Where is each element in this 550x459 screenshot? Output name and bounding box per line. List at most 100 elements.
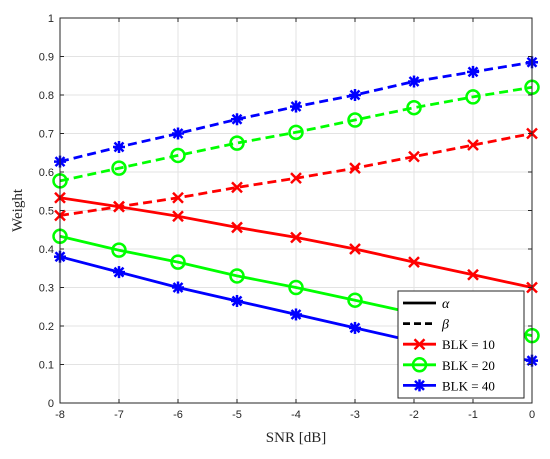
- asterisk-marker-stroke: [414, 380, 425, 391]
- y-tick-label: 0.3: [39, 283, 54, 295]
- data-point: [231, 113, 243, 126]
- asterisk-marker: [231, 294, 243, 307]
- x-marker: [172, 191, 184, 204]
- asterisk-marker: [113, 266, 125, 279]
- circle-marker: [111, 242, 127, 258]
- data-point: [172, 127, 184, 140]
- data-point: [347, 292, 363, 308]
- legend: αβ BLK = 10 BLK = 20 BLK = 40: [397, 290, 525, 399]
- data-point: [408, 256, 420, 268]
- x-tick-label: -6: [173, 409, 183, 421]
- axis-ticks: -8 -7 -6 -5 -4 -3 -2 -1 0 0 0.1 0.2 0.3 0.4 0.5 0.6 0.7 0…: [39, 13, 535, 421]
- x-marker-stroke: [231, 181, 243, 194]
- x-marker-stroke: [349, 243, 361, 255]
- asterisk-marker: [172, 127, 184, 140]
- asterisk-marker: [413, 379, 426, 392]
- data-point: [113, 266, 125, 279]
- x-marker-stroke: [467, 268, 479, 281]
- data-point: [172, 191, 184, 204]
- x-marker-stroke: [408, 150, 420, 163]
- y-tick-label: 0: [48, 398, 54, 410]
- x-marker-stroke: [349, 162, 361, 175]
- x-marker-stroke: [290, 231, 302, 244]
- data-point: [111, 160, 127, 176]
- legend-entry: α: [403, 297, 450, 312]
- legend-entry: BLK = 10: [403, 337, 495, 352]
- x-tick-label: -1: [468, 409, 478, 421]
- x-marker-stroke: [113, 200, 125, 213]
- legend-label: BLK = 10: [442, 337, 495, 352]
- x-marker-stroke: [172, 191, 184, 204]
- data-point: [467, 268, 479, 281]
- data-point: [288, 279, 304, 296]
- x-marker: [467, 268, 479, 281]
- series-line: [59, 85, 533, 183]
- asterisk-marker-stroke: [172, 282, 184, 293]
- x-marker-stroke: [467, 139, 479, 151]
- x-marker: [408, 150, 420, 163]
- x-marker-stroke: [172, 210, 184, 223]
- data-point: [349, 89, 361, 101]
- data-point: [231, 181, 243, 194]
- data-point: [406, 99, 422, 116]
- asterisk-marker: [290, 308, 302, 321]
- series-6: [54, 56, 538, 168]
- data-point: [172, 281, 184, 294]
- asterisk-marker: [290, 100, 302, 113]
- circle-marker: [347, 292, 363, 308]
- data-point: [467, 65, 479, 78]
- legend-label: BLK = 40: [442, 378, 495, 393]
- circle-marker: [465, 89, 481, 105]
- asterisk-marker-stroke: [467, 66, 479, 78]
- circle-marker: [111, 160, 127, 176]
- data-point: [467, 139, 479, 151]
- data-point: [113, 200, 125, 213]
- asterisk-marker-stroke: [231, 295, 243, 307]
- x-tick-label: -3: [350, 409, 360, 421]
- y-tick-label: 0.7: [39, 129, 54, 141]
- circle-marker: [288, 279, 304, 296]
- asterisk-marker: [113, 140, 125, 153]
- x-tick-label: -2: [409, 409, 419, 421]
- asterisk-marker: [467, 65, 479, 78]
- x-tick-label: -5: [232, 409, 242, 421]
- x-tick-label: -4: [291, 409, 301, 421]
- x-tick-label: 0: [529, 409, 535, 421]
- x-marker-stroke: [290, 172, 302, 185]
- data-point: [290, 231, 302, 244]
- x-marker: [231, 181, 243, 194]
- x-marker: [231, 221, 243, 234]
- x-marker: [408, 256, 420, 268]
- asterisk-marker-stroke: [290, 101, 302, 112]
- circle-marker: [411, 357, 428, 373]
- asterisk-marker: [349, 89, 361, 101]
- x-marker: [113, 200, 125, 213]
- asterisk-marker-stroke: [408, 76, 420, 87]
- legend-label: α: [442, 297, 450, 312]
- y-tick-label: 0.4: [39, 244, 54, 256]
- x-marker: [467, 139, 479, 151]
- x-tick-label: -8: [55, 409, 65, 421]
- data-point: [111, 242, 127, 258]
- y-tick-label: 0.1: [39, 360, 54, 372]
- x-marker-stroke: [413, 338, 426, 351]
- asterisk-marker: [349, 321, 361, 334]
- legend-entry: β: [403, 318, 449, 333]
- data-point: [349, 162, 361, 175]
- data-point: [408, 75, 420, 88]
- data-point: [229, 268, 245, 284]
- circle-marker: [170, 147, 186, 164]
- x-marker-stroke: [408, 256, 420, 268]
- series-4: [52, 79, 540, 189]
- circle-marker: [347, 112, 363, 128]
- data-point: [408, 150, 420, 163]
- asterisk-marker: [172, 281, 184, 294]
- x-marker: [413, 338, 426, 351]
- asterisk-marker-stroke: [290, 309, 302, 320]
- x-marker: [172, 210, 184, 223]
- circle-marker: [229, 268, 245, 284]
- x-marker: [349, 162, 361, 175]
- data-point: [290, 308, 302, 321]
- data-point: [231, 221, 243, 234]
